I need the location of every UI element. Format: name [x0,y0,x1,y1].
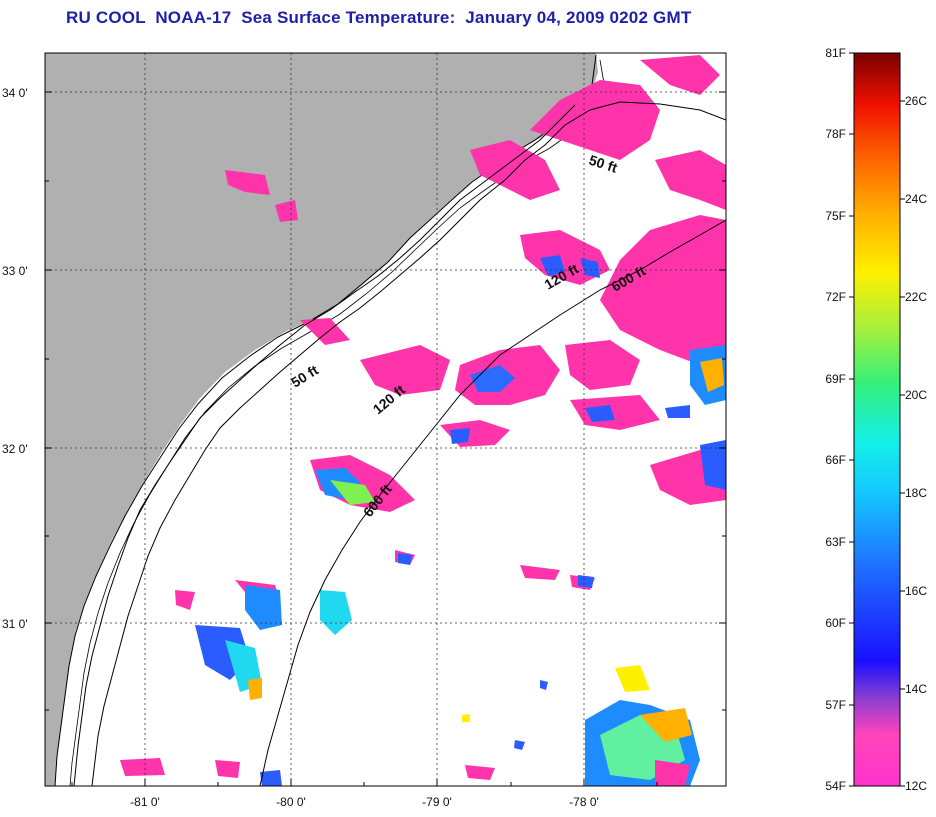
colorbar-f-label: 78F [825,127,846,141]
colorbar: 81F 78F 75F 72F 69F 66F 63F 60F 57F 54F … [825,46,927,793]
latitude-labels: 34 0' 33 0' 32 0' 31 0' [2,86,28,631]
lon-label: -81 0' [130,795,160,809]
colorbar-c-label: 12C [905,779,927,793]
colorbar-f-label: 75F [825,209,846,223]
colorbar-c-label: 14C [905,682,927,696]
sst-data-areas [195,255,726,786]
lon-label: -78 0' [569,795,599,809]
colorbar-f-label: 54F [825,779,846,793]
isobath-50ft [73,104,576,786]
lat-label: 34 0' [2,86,28,100]
lat-label: 33 0' [2,264,28,278]
colorbar-f-label: 66F [825,453,846,467]
map-title: RU COOL NOAA-17 Sea Surface Temperature:… [66,8,692,27]
colorbar-gradient [853,52,901,787]
longitude-labels: -81 0' -80 0' -79 0' -78 0' [130,795,599,809]
colorbar-f-label: 69F [825,372,846,386]
colorbar-f-label: 60F [825,616,846,630]
colorbar-f-label: 57F [825,698,846,712]
lat-label: 32 0' [2,442,28,456]
colorbar-c-label: 20C [905,388,927,402]
colorbar-f-label: 63F [825,535,846,549]
lon-label: -79 0' [422,795,452,809]
isobath-lines [73,101,726,786]
isobath-600ft [259,219,726,786]
colorbar-c-label: 26C [905,94,927,108]
colorbar-c-label: 16C [905,584,927,598]
colorbar-c-label: 22C [905,290,927,304]
lat-label: 31 0' [2,617,28,631]
frame-ticks [45,91,726,786]
colorbar-c-label: 18C [905,486,927,500]
land-mass [45,53,598,786]
map-frame [44,52,727,787]
colorbar-f-label: 72F [825,290,846,304]
colorbar-ticks [849,52,905,787]
map-panel [45,53,726,786]
colorbar-c-label: 24C [905,192,927,206]
isobath-120ft [91,101,726,786]
graticule [45,53,726,786]
lon-label: -80 0' [276,795,306,809]
colorbar-f-label: 81F [825,46,846,60]
